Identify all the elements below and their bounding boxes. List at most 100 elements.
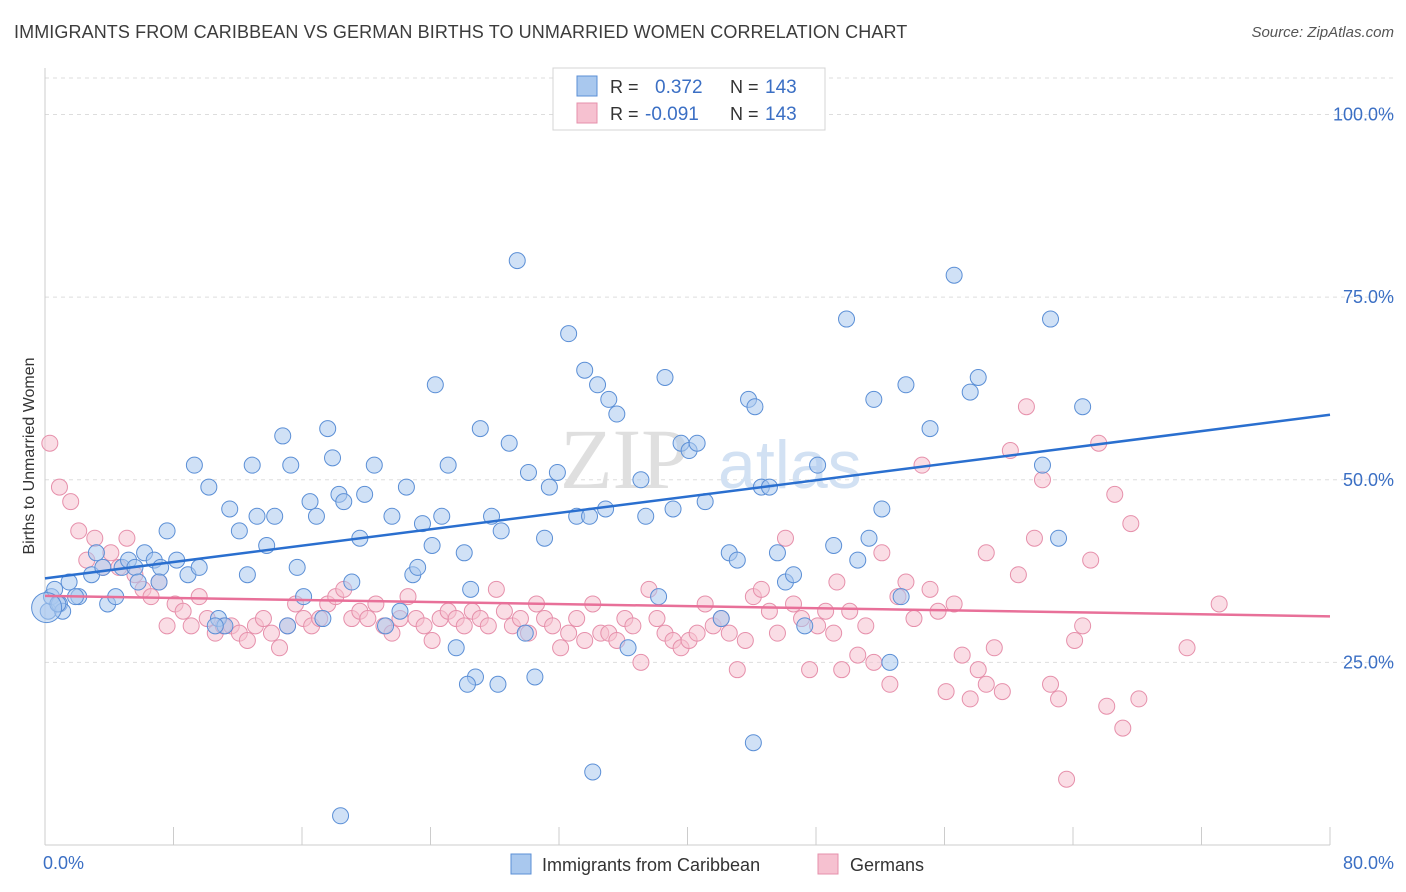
- caribbean-point: [619, 639, 637, 657]
- caribbean-point: [860, 529, 878, 547]
- germans-point: [1082, 551, 1100, 569]
- caribbean-point: [150, 573, 168, 591]
- caribbean-point: [356, 485, 374, 503]
- germans-point: [118, 529, 136, 547]
- caribbean-point: [825, 537, 843, 555]
- caribbean-point: [526, 668, 544, 686]
- caribbean-point: [447, 639, 465, 657]
- caribbean-point: [632, 471, 650, 489]
- caribbean-point: [397, 478, 415, 496]
- caribbean-point: [314, 610, 332, 628]
- germans-point: [568, 610, 586, 628]
- germans-point: [688, 624, 706, 642]
- caribbean-point: [664, 500, 682, 518]
- y-tick-label: 25.0%: [1343, 652, 1394, 672]
- source-label: Source: ZipAtlas.com: [1251, 24, 1394, 41]
- caribbean-point: [608, 405, 626, 423]
- germans-point: [1122, 515, 1140, 533]
- caribbean-point: [637, 507, 655, 525]
- tick-labels: 25.0% 50.0% 75.0% 100.0% 0.0% 80.0%: [43, 105, 1394, 873]
- caribbean-point: [516, 624, 534, 642]
- germans-point: [359, 610, 377, 628]
- chart-title: IMMIGRANTS FROM CARIBBEAN VS GERMAN BIRT…: [14, 22, 908, 42]
- watermark-zip: ZIP: [560, 411, 689, 507]
- caribbean-point: [560, 325, 578, 343]
- caribbean-point: [492, 522, 510, 540]
- caribbean-point: [324, 449, 342, 467]
- caribbean-point: [332, 807, 350, 825]
- germans-point: [1058, 770, 1076, 788]
- watermark: ZIP atlas: [560, 411, 862, 507]
- caribbean-point: [656, 368, 674, 386]
- caribbean-point: [307, 507, 325, 525]
- germans-point: [1106, 485, 1124, 503]
- caribbean-point: [796, 617, 814, 635]
- germans-point: [511, 610, 529, 628]
- caribbean-point: [1074, 398, 1092, 416]
- germans-point: [190, 588, 208, 606]
- caribbean-point: [768, 544, 786, 562]
- stats-n-label-pink: N =: [730, 104, 759, 124]
- caribbean-point: [584, 763, 602, 781]
- germans-point: [817, 602, 835, 620]
- germans-point: [857, 617, 875, 635]
- caribbean-point: [383, 507, 401, 525]
- germans-point: [1050, 690, 1068, 708]
- caribbean-point: [238, 566, 256, 584]
- germans-point: [1114, 719, 1132, 737]
- germans-point: [648, 610, 666, 628]
- germans-point: [828, 573, 846, 591]
- caribbean-point: [873, 500, 891, 518]
- germans-point: [977, 675, 995, 693]
- stats-r-value-blue: 0.372: [655, 77, 703, 98]
- caribbean-point: [343, 573, 361, 591]
- germans-point: [736, 631, 754, 649]
- caribbean-point: [921, 420, 939, 438]
- y-axis-label: Births to Unmarried Women: [21, 357, 38, 554]
- caribbean-point: [391, 602, 409, 620]
- caribbean-point: [650, 588, 668, 606]
- series-germans: [41, 398, 1228, 788]
- germans-point: [271, 639, 289, 657]
- caribbean-point: [129, 573, 147, 591]
- germans-point: [785, 595, 803, 613]
- germans-point: [455, 617, 473, 635]
- stats-r-value-pink: -0.091: [645, 104, 699, 125]
- germans-point: [70, 522, 88, 540]
- caribbean-point: [597, 500, 615, 518]
- caribbean-point: [458, 675, 476, 693]
- caribbean-point: [712, 610, 730, 628]
- caribbean-point: [87, 544, 105, 562]
- caribbean-point: [961, 383, 979, 401]
- germans-point: [86, 529, 104, 547]
- caribbean-point: [433, 507, 451, 525]
- caribbean-point: [185, 456, 203, 474]
- stats-n-label-blue: N =: [730, 77, 759, 97]
- germans-point: [1178, 639, 1196, 657]
- caribbean-point: [746, 398, 764, 416]
- germans-point: [921, 580, 939, 598]
- trend-line-caribbean: [44, 413, 1331, 580]
- stats-legend-frame: [552, 67, 826, 131]
- germans-point: [801, 661, 819, 679]
- germans-point: [560, 624, 578, 642]
- caribbean-point: [365, 456, 383, 474]
- germans-point: [720, 624, 738, 642]
- caribbean-point: [279, 617, 297, 635]
- axes: [44, 68, 1331, 846]
- trend-line-germans: [44, 594, 1331, 618]
- germans-point: [50, 478, 68, 496]
- series-legend: Immigrants from Caribbean Germans: [510, 853, 924, 875]
- stats-legend: R = 0.372 N = 143 R = -0.091 N = 143: [552, 67, 826, 131]
- germans-point: [1025, 529, 1043, 547]
- y-tick-label: 100.0%: [1333, 105, 1394, 125]
- germans-point: [1074, 617, 1092, 635]
- germans-point: [953, 646, 971, 664]
- germans-point: [1066, 631, 1084, 649]
- stats-n-value-pink: 143: [765, 104, 797, 125]
- caribbean-point: [589, 376, 607, 394]
- caribbean-point: [600, 390, 618, 408]
- caribbean-point: [158, 522, 176, 540]
- germans-point: [632, 653, 650, 671]
